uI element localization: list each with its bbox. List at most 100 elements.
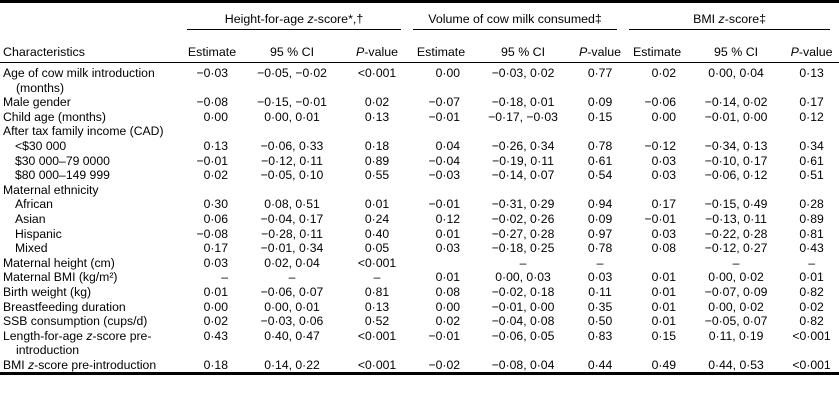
cell-est: −0·01 xyxy=(428,328,461,343)
column-header-row: Characteristics Estimate 95 % CI P-value… xyxy=(0,33,839,63)
cell-ci: 0·00, 0·04 xyxy=(708,66,764,80)
table-row: Male gender −0·08 −0·15, −0·01 0·02 −0·07 −0·… xyxy=(0,95,839,110)
cell-est xyxy=(184,124,240,139)
table-row: Hispanic −0·08 −0·28, 0·11 0·40 0·01 −0·27, 0… xyxy=(0,227,839,242)
table-row: BMI z-score pre-introduction 0·18 0·14, 0·… xyxy=(0,358,839,374)
row-label: Length-for-age z-score pre-introduction xyxy=(3,328,152,358)
cell-ci xyxy=(240,124,344,139)
cell-pv: 0·61 xyxy=(587,153,613,168)
cell-pv: 0·09 xyxy=(587,211,613,226)
pvalue-suffix: -value xyxy=(587,45,622,59)
cell-pv: 0·02 xyxy=(799,299,824,314)
cell-ci: −0·18, 0·01 xyxy=(491,95,555,110)
cell-est: 0·01 xyxy=(651,284,677,299)
cell-pv: 0·55 xyxy=(364,168,390,183)
cell-pv: 0·54 xyxy=(587,168,613,183)
cell-ci: −0·31, 0·29 xyxy=(491,197,555,212)
cell-ci: −0·12, 0·11 xyxy=(261,153,323,168)
cell-est: 0·03 xyxy=(651,168,677,183)
cell-pv: <0·001 xyxy=(792,357,831,372)
cell-pv: 0·05 xyxy=(364,241,390,256)
cell-est: 0·43 xyxy=(203,328,228,343)
cell-pv: 0·78 xyxy=(587,138,613,153)
cell-est: −0·02 xyxy=(428,357,461,372)
cell-est: −0·06 xyxy=(644,95,677,110)
cell-ci: – xyxy=(519,255,527,270)
group-title-suffix: -score‡ xyxy=(724,12,767,26)
cell-ci: −0·01, 0·34 xyxy=(260,241,324,256)
cell-est: 0·08 xyxy=(435,284,461,299)
group-header-row: Height-for-age z -score*,† Volume of cow … xyxy=(0,2,839,34)
cell-pv: 0·17 xyxy=(799,95,824,110)
cell-est: 0·02 xyxy=(435,314,461,329)
pvalue-suffix: -value xyxy=(798,45,833,59)
cell-ci: 0·00, 0·02 xyxy=(708,299,764,314)
pvalue-italic-p: P xyxy=(579,45,588,59)
cell-est xyxy=(626,183,688,198)
table-row: <$30 000 0·13 −0·06, 0·33 0·18 0·04 −0·26, 0·… xyxy=(0,139,839,154)
table-row: $30 000–79 0000 −0·01 −0·12, 0·11 0·89 −0·04… xyxy=(0,154,839,169)
table-row: Age of cow milk introduction (months) −0·… xyxy=(0,63,839,96)
cell-ci: 0·11, 0·19 xyxy=(708,328,764,343)
cell-ci: −0·04, 0·08 xyxy=(491,314,555,329)
row-label: Maternal height (cm) xyxy=(3,255,115,270)
cell-ci: −0·26, 0·34 xyxy=(491,138,555,153)
cell-ci: −0·27, 0·28 xyxy=(491,226,555,241)
row-label: Age of cow milk introduction (months) xyxy=(3,66,155,95)
cell-ci: −0·06, 0·05 xyxy=(491,328,555,343)
cell-ci: −0·06, 0·07 xyxy=(260,284,324,299)
cell-est: −0·08 xyxy=(196,95,228,110)
table-row: Breastfeeding duration 0·00 0·00, 0·01 0·13… xyxy=(0,300,839,315)
cell-pv: <0·001 xyxy=(357,328,397,343)
group-header-bmi-zscore: BMI z-score‡ xyxy=(626,2,839,34)
cell-pv: 0·40 xyxy=(364,226,390,241)
cell-pv xyxy=(574,183,626,198)
column-header-ci-2: 95 % CI xyxy=(472,33,575,63)
cell-ci: −0·17, −0·03 xyxy=(488,109,558,124)
cell-est xyxy=(410,124,472,139)
cell-pv: 0·81 xyxy=(364,284,390,299)
cell-est: 0·01 xyxy=(651,299,677,314)
cell-pv: <0·001 xyxy=(792,328,831,343)
cell-pv: 0·50 xyxy=(587,314,613,329)
cell-pv: 0·89 xyxy=(799,211,824,226)
table-row: SSB consumption (cups/d) 0·02 −0·03, 0·06 0… xyxy=(0,314,839,329)
cell-ci: −0·14, 0·02 xyxy=(704,95,768,110)
cell-est xyxy=(410,256,472,271)
cell-ci: 0·40, 0·47 xyxy=(264,328,320,343)
cell-ci: −0·04, 0·17 xyxy=(260,211,324,226)
cell-ci: −0·03, 0·02 xyxy=(491,66,555,80)
cell-ci: −0·18, 0·25 xyxy=(491,241,555,256)
cell-ci: −0·28, 0·11 xyxy=(261,226,323,241)
group-title-italic: z xyxy=(718,12,725,26)
column-header-ci-3: 95 % CI xyxy=(688,33,785,63)
column-header-estimate-3: Estimate xyxy=(626,33,689,63)
cell-ci: −0·05, 0·10 xyxy=(260,168,324,183)
group-title-text: Volume of cow milk consumed‡ xyxy=(428,12,602,26)
cell-ci: −0·15, −0·01 xyxy=(257,95,327,110)
cell-pv: 0·01 xyxy=(364,197,390,212)
group-title-suffix: -score*,† xyxy=(313,12,364,26)
group-title-text: Height-for-age xyxy=(224,12,308,26)
column-header-estimate-1: Estimate xyxy=(184,33,240,63)
cell-ci: 0·08, 0·51 xyxy=(264,197,320,212)
cell-ci xyxy=(472,183,574,198)
cell-est: 0·02 xyxy=(203,314,228,329)
cell-ci: −0·01, 0·00 xyxy=(704,109,768,124)
cell-est: 0·03 xyxy=(435,241,461,256)
cell-est: 0·03 xyxy=(651,153,677,168)
row-label: Maternal ethnicity xyxy=(3,182,99,197)
cell-est: – xyxy=(221,270,228,285)
cell-est: −0·03 xyxy=(428,168,461,183)
table-row: Mixed 0·17 −0·01, 0·34 0·05 0·03 −0·18, 0·25 0… xyxy=(0,241,839,256)
row-label: African xyxy=(15,197,53,212)
cell-ci: −0·05, −0·02 xyxy=(257,66,327,80)
row-label: Maternal BMI (kg/m²) xyxy=(3,270,118,285)
cell-pv: 0·94 xyxy=(587,197,613,212)
table-row: $80 000–149 999 0·02 −0·05, 0·10 0·55 −0·03 −… xyxy=(0,168,839,183)
cell-pv: 0·13 xyxy=(799,66,824,80)
cell-pv: 0·01 xyxy=(799,270,824,285)
cell-est xyxy=(626,256,688,271)
cell-ci: −0·13, 0·11 xyxy=(705,211,767,226)
